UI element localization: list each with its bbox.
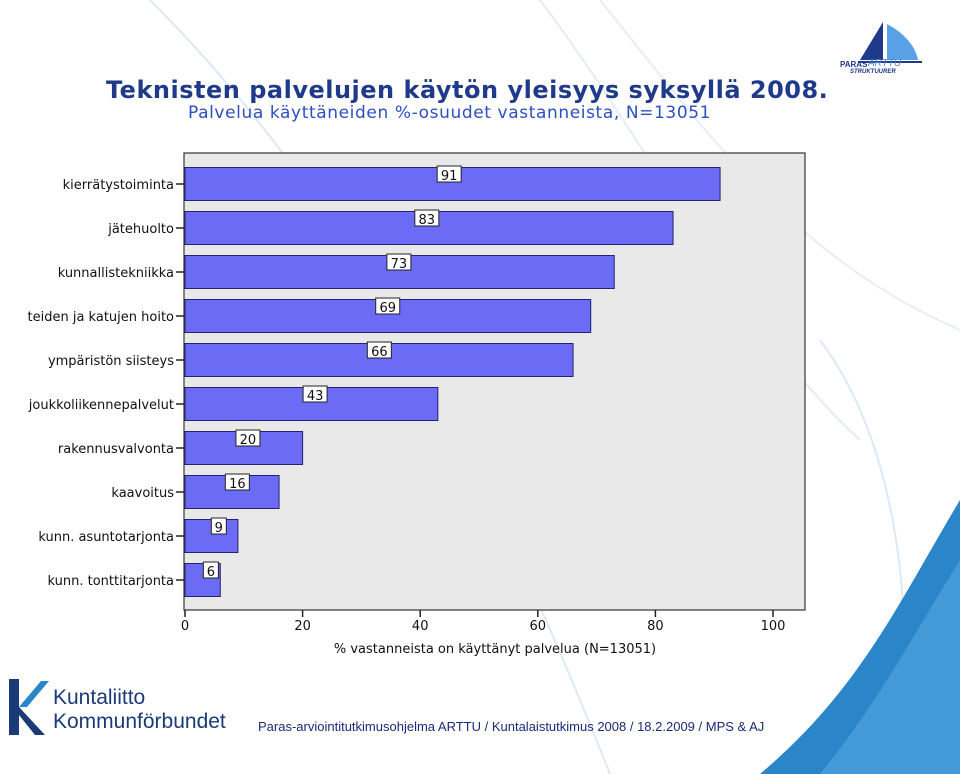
data-label-box: [224, 473, 250, 491]
category-label: kaavoitus: [111, 486, 174, 501]
data-label: 20: [240, 433, 257, 448]
data-label-box: [366, 341, 392, 359]
footer-text: Paras-arviointitutkimusohjelma ARTTU / K…: [258, 719, 765, 734]
data-label-box: [436, 165, 462, 183]
data-label: 73: [391, 257, 408, 272]
data-label-box: [386, 253, 412, 271]
category-label: ympäristön siisteys: [48, 354, 174, 369]
data-label-box: [302, 385, 328, 403]
logo-line-kommunforbundet: Kommunförbundet: [53, 710, 226, 733]
category-label: teiden ja katujen hoito: [28, 310, 175, 325]
x-axis-label: % vastanneista on käyttänyt palvelua (N=…: [334, 642, 656, 657]
category-label: jätehuolto: [107, 222, 174, 237]
page-subtitle: Palvelua käyttäneiden %-osuudet vastanne…: [188, 103, 712, 123]
brand-paras: PARAS: [840, 60, 868, 69]
data-label: 16: [229, 477, 246, 492]
category-label: kunn. asuntotarjonta: [38, 530, 174, 545]
data-label-box: [414, 209, 440, 227]
category-label: kunn. tonttitarjonta: [48, 574, 174, 589]
data-label-box: [210, 517, 227, 535]
data-label: 9: [215, 521, 223, 536]
data-label: 69: [379, 301, 396, 316]
category-label: kunnallistekniikka: [58, 266, 174, 281]
kuntaliitto-k-icon: [9, 679, 49, 735]
sailboat-icon: [858, 22, 922, 63]
paras-arttu-logo: PARAS ARTTU STRUKTUURER: [838, 20, 928, 80]
page-title: Teknisten palvelujen käytön yleisyys syk…: [106, 76, 829, 104]
data-label: 43: [307, 389, 324, 404]
x-tick-label: 100: [761, 619, 786, 634]
brand-subtitle: STRUKTUURER: [850, 69, 896, 75]
data-label: 66: [371, 345, 388, 360]
x-tick-label: 60: [530, 619, 547, 634]
x-tick-label: 80: [647, 619, 664, 634]
category-label: joukkoliikennepalvelut: [28, 398, 174, 413]
data-label: 83: [419, 213, 436, 228]
data-label: 91: [441, 169, 458, 184]
logo-line-kuntaliitto: Kuntaliitto: [53, 686, 146, 709]
data-label-box: [375, 297, 401, 315]
kuntaliitto-logo: Kuntaliitto Kommunförbundet: [5, 677, 255, 741]
category-label: rakennusvalvonta: [58, 442, 174, 457]
data-label: 6: [207, 565, 215, 580]
category-label: kierrätystoiminta: [63, 178, 174, 193]
brand-arttu: ARTTU: [868, 58, 902, 69]
data-label-box: [202, 561, 219, 579]
x-tick-label: 20: [294, 619, 311, 634]
data-label-box: [235, 429, 261, 447]
x-tick-label: 0: [181, 619, 189, 634]
x-tick-label: 40: [412, 619, 429, 634]
